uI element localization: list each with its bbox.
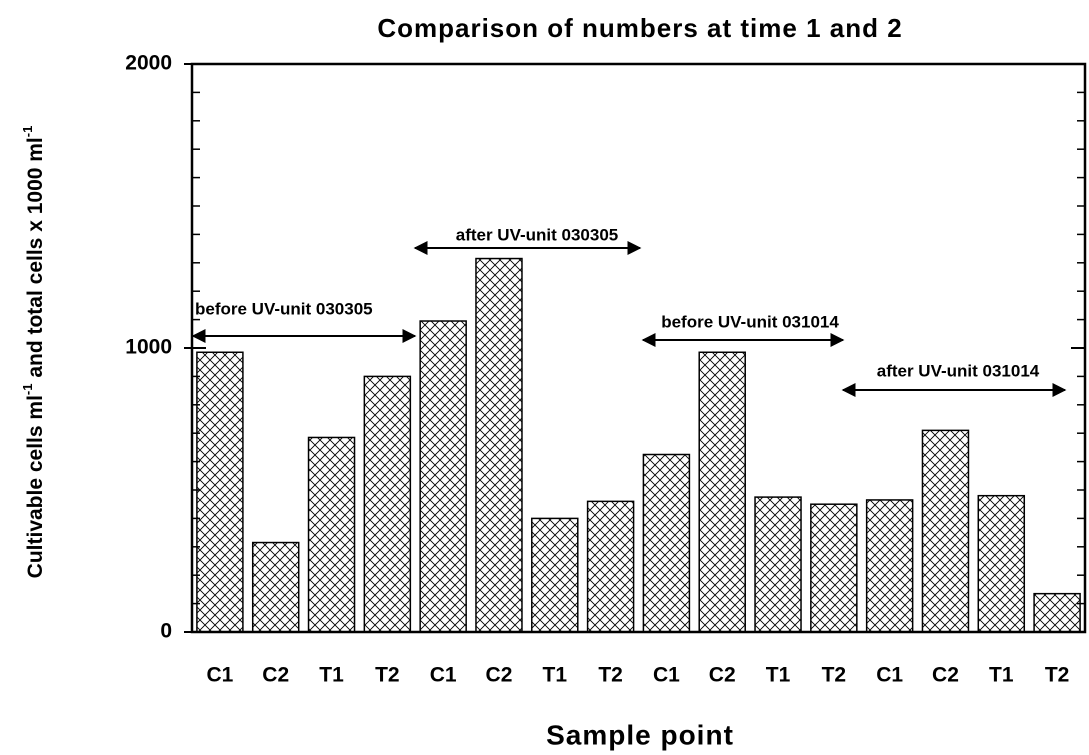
y-axis-label-part: and total cells x 1000 ml (24, 137, 47, 383)
x-tick-label: T2 (1045, 664, 1070, 687)
x-tick-label: T1 (989, 664, 1014, 687)
x-tick-label: T1 (543, 664, 568, 687)
annotation: before UV-unit 031014 (661, 312, 839, 331)
x-tick-label: T2 (822, 664, 847, 687)
x-tick-label: C2 (486, 664, 513, 687)
bar (642, 453, 691, 633)
bar (475, 257, 523, 633)
bar (810, 503, 858, 633)
bar (586, 500, 635, 633)
bar (419, 320, 467, 633)
y-axis-label-part: -1 (20, 384, 35, 396)
x-tick-label: C2 (262, 664, 289, 687)
y-axis-label-part: Cultivable cells ml (24, 395, 47, 578)
bar (977, 494, 1026, 633)
y-tick-label: 1000 (125, 336, 172, 359)
bar (921, 429, 970, 633)
chart-title: Comparison of numbers at time 1 and 2 (377, 13, 902, 43)
annotation: after UV-unit 030305 (456, 225, 619, 244)
x-tick-label: C2 (709, 664, 736, 687)
bar (251, 541, 300, 633)
x-tick-label: C2 (932, 664, 959, 687)
annotation: before UV-unit 030305 (195, 299, 373, 318)
x-tick-label: T1 (766, 664, 791, 687)
x-tick-label: T1 (319, 664, 344, 687)
bar (363, 375, 412, 633)
bar (754, 496, 802, 633)
x-tick-label: C1 (430, 664, 457, 687)
bar (307, 436, 356, 633)
bar (865, 499, 914, 633)
y-tick-label: 0 (160, 620, 172, 643)
bar (1033, 592, 1081, 633)
bar (196, 351, 244, 633)
y-axis-label: Cultivable cells ml-1 and total cells x … (20, 126, 47, 579)
x-tick-label: T2 (375, 664, 400, 687)
bar (698, 351, 746, 633)
x-axis-label: Sample point (546, 719, 734, 750)
x-tick-label: C1 (653, 664, 680, 687)
plot-frame (190, 62, 1087, 634)
y-axis-label-part: -1 (20, 126, 35, 138)
bar (531, 517, 579, 633)
annotation: after UV-unit 031014 (877, 361, 1040, 380)
y-tick-label: 2000 (125, 52, 172, 75)
x-tick-label: C1 (876, 664, 903, 687)
x-tick-label: C1 (206, 664, 233, 687)
x-tick-label: T2 (598, 664, 623, 687)
